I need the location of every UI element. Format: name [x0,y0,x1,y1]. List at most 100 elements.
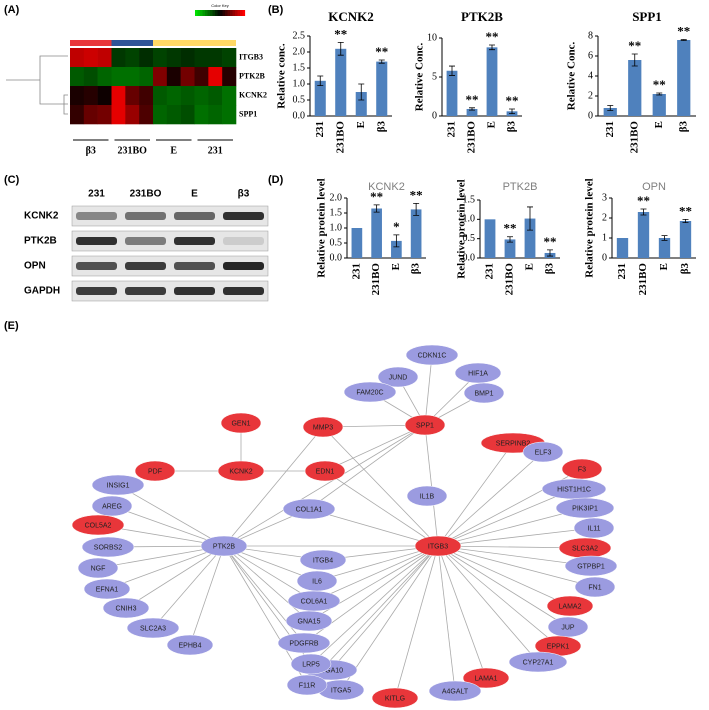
x-tick-label: 231BO [466,121,478,154]
x-tick-label: 231 [484,263,496,280]
edge [437,527,595,547]
node-label: SLC3A2 [572,545,598,552]
blot-column-label: 231 [88,189,105,200]
error-bar [607,105,614,111]
blot-band [125,212,166,220]
panel-label: (E) [4,320,19,332]
node [91,495,133,517]
heatmap-cell [83,86,98,106]
heatmap-cell [97,105,112,125]
node-label: GEN1 [231,420,250,427]
edge [437,545,592,567]
error-bar [393,234,400,248]
edge [223,545,315,602]
edge [310,545,439,665]
panel-label: (C) [4,174,20,186]
node [463,382,505,404]
bar [616,238,629,258]
group-label: 231 [208,145,223,156]
edge [322,426,439,547]
edge [308,508,439,547]
x-tick-label: β3 [677,121,689,133]
edge [117,484,225,547]
blot-band [223,212,264,220]
node-label: EPPK1 [547,643,570,650]
heatmap-cell [125,48,140,68]
y-tick-label: 1.0 [293,78,306,89]
bar [504,239,516,258]
bar [679,221,692,258]
y-tick-label: 8 [588,30,593,41]
node [200,535,248,557]
legend-swatch [210,10,213,16]
error-bar [509,108,515,115]
legend-swatch [242,10,246,16]
node-label: EPHB4 [179,642,202,649]
edge [437,507,586,547]
heatmap-cell [111,105,126,125]
heatmap-cell [194,67,209,87]
y-tick-label: 2.0 [293,46,306,57]
edge [437,545,571,607]
heatmap-cell [222,67,237,87]
group-label: 231BO [118,145,148,156]
y-tick-label: 2 [588,90,593,101]
blot-band [174,212,215,220]
heatmap-cell [70,86,85,106]
node [508,651,568,673]
node [574,576,616,598]
row-label: PTK2B [239,71,265,80]
x-tick-label: E [486,121,498,128]
y-tick-label: 1 [602,232,607,243]
node-label: PDGFRB [289,640,319,647]
heatmap-cell [139,67,154,87]
y-tick-label: 6 [588,50,593,61]
bar [351,228,363,258]
heatmap-cell [222,105,237,125]
legend-swatch [225,10,228,16]
heatmap-cell [166,67,181,87]
node-label: COL1A1 [296,506,323,513]
node [546,595,594,617]
blot-band [174,287,215,295]
blot-band [174,237,215,245]
blot-band [223,262,264,270]
node-label: PTK2B [213,543,236,550]
significance-label: ** [637,193,650,208]
heatmap-cell [97,86,112,106]
edge [125,545,225,609]
node-label: GTPBP1 [577,563,605,570]
node [81,536,135,558]
group-bar [153,40,195,46]
x-tick-label: 231BO [370,263,382,296]
group-bar [70,40,112,46]
node [217,460,265,482]
y-tick-label: 2.0 [330,192,343,203]
node [290,653,332,675]
heatmap-cell [111,86,126,106]
node [405,344,459,366]
blot-column-label: E [191,189,198,200]
bar [335,48,347,116]
node-label: LAMA1 [475,675,498,682]
bar [524,218,536,258]
node [462,667,510,689]
x-tick-label: 231 [616,263,628,280]
node-label: F3 [578,466,586,473]
node-label: ITGA10 [319,667,343,674]
legend-swatch [215,10,218,16]
group-bar [194,40,236,46]
node [343,381,397,403]
x-tick-label: β3 [410,263,422,275]
error-bar [469,107,475,111]
edge [437,545,596,588]
panel-label: (B) [268,4,284,16]
node [102,597,150,619]
heatmap-cell [125,67,140,87]
blot-band [223,237,264,245]
bar [391,240,402,258]
bar [466,108,478,116]
bar [677,40,691,116]
node [126,617,180,639]
heatmap-cell [208,105,223,125]
